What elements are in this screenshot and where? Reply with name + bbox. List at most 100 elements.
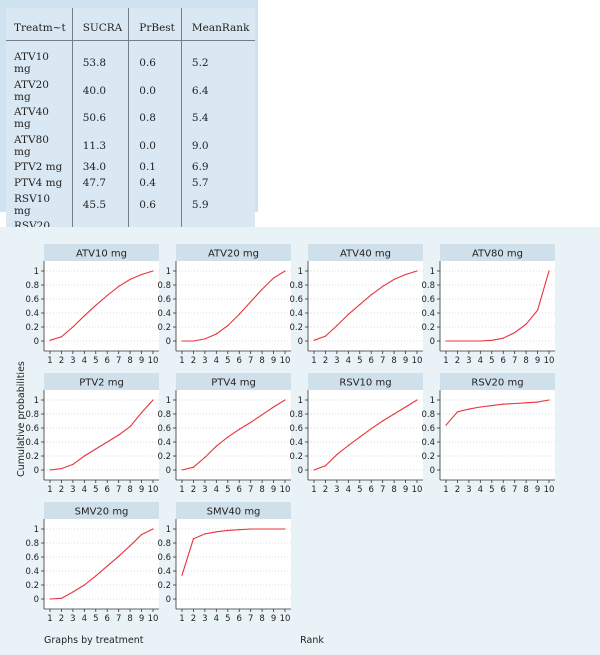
data-point xyxy=(152,399,154,401)
data-point xyxy=(192,466,195,468)
data-point xyxy=(479,340,481,342)
plot-area xyxy=(308,390,423,480)
y-tick-label: 1 xyxy=(34,525,39,535)
panel-header xyxy=(440,373,555,390)
y-tick-label: 0.4 xyxy=(157,438,171,448)
x-tick-label: 4 xyxy=(478,485,483,495)
x-tick-label: 9 xyxy=(535,356,540,366)
x-tick-label: 6 xyxy=(237,614,242,624)
x-tick-label: 6 xyxy=(105,356,110,366)
x-tick-label: 8 xyxy=(523,356,528,366)
x-tick-label: 3 xyxy=(334,356,339,366)
x-tick-label: 8 xyxy=(127,485,132,495)
data-point xyxy=(404,273,407,276)
x-tick-label: 5 xyxy=(489,356,494,366)
y-tick-label: 0 xyxy=(34,595,39,605)
x-tick-label: 9 xyxy=(403,485,408,495)
y-tick-label: 0 xyxy=(166,466,171,476)
x-tick-label: 7 xyxy=(116,614,121,624)
x-tick-label: 10 xyxy=(412,485,423,495)
y-tick-label: 0.8 xyxy=(157,410,171,420)
y-tick-label: 0.6 xyxy=(157,553,171,563)
x-tick-label: 9 xyxy=(139,614,144,624)
y-tick-label: 0.2 xyxy=(421,323,435,333)
y-tick-label: 0.8 xyxy=(25,410,39,420)
x-tick-label: 5 xyxy=(225,356,230,366)
x-tick-label: 10 xyxy=(148,356,159,366)
x-tick-label: 6 xyxy=(237,356,242,366)
col-header-meanrank: MeanRank xyxy=(181,8,256,41)
cell-treatment: ATV80 mg xyxy=(6,131,73,160)
data-point xyxy=(238,529,240,531)
cell-treatment: ATV10 mg xyxy=(6,40,73,77)
cell-treatment: PTV2 mg xyxy=(6,159,73,176)
x-tick-label: 3 xyxy=(466,356,471,366)
cumulative-probability-line xyxy=(49,528,154,600)
panel-header xyxy=(44,373,159,390)
y-tick-label: 1 xyxy=(430,396,435,406)
x-tick-label: 3 xyxy=(202,614,207,624)
x-tick-label: 4 xyxy=(214,614,219,624)
data-point xyxy=(370,428,372,430)
x-tick-label: 4 xyxy=(346,356,351,366)
col-header-treatment: Treatm~t xyxy=(6,8,73,41)
cumulative-probability-line xyxy=(49,399,154,471)
data-point xyxy=(284,399,286,401)
y-tick-label: 0.2 xyxy=(25,323,39,333)
x-tick-label: 2 xyxy=(191,485,196,495)
panel-header xyxy=(176,373,291,390)
panel-header xyxy=(176,502,291,519)
data-point xyxy=(106,565,108,567)
x-tick-label: 1 xyxy=(47,614,52,624)
y-tick-label: 0.6 xyxy=(25,424,39,434)
data-point xyxy=(72,326,74,328)
table-row: ATV80 mg 11.3 0.0 9.0 xyxy=(6,131,255,160)
cell-sucra: 50.6 xyxy=(72,104,130,132)
cumulative-probability-line xyxy=(445,399,550,426)
data-point xyxy=(525,323,527,325)
data-point xyxy=(359,436,361,438)
x-tick-label: 6 xyxy=(105,614,110,624)
x-tick-label: 2 xyxy=(455,485,460,495)
cumulative-probability-line xyxy=(313,270,418,341)
data-point xyxy=(445,424,447,426)
x-tick-label: 9 xyxy=(271,356,276,366)
data-point xyxy=(250,301,252,303)
data-point xyxy=(336,325,338,327)
x-tick-label: 2 xyxy=(191,356,196,366)
y-tick-label: 1 xyxy=(166,267,171,277)
x-tick-label: 7 xyxy=(248,614,253,624)
data-point xyxy=(468,340,470,342)
data-point xyxy=(445,340,447,342)
y-tick-label: 0.6 xyxy=(25,295,39,305)
col-header-prbest: PrBest xyxy=(128,8,182,41)
data-point xyxy=(479,406,481,408)
x-tick-label: 5 xyxy=(489,485,494,495)
table-row: ATV20 mg 40.0 0.0 6.4 xyxy=(6,76,255,105)
y-tick-label: 0.8 xyxy=(157,539,171,549)
data-point xyxy=(60,597,63,599)
panel-title: ATV20 mg xyxy=(208,249,259,260)
panel-title: ATV80 mg xyxy=(472,249,523,260)
data-point xyxy=(60,336,63,338)
y-tick-label: 1 xyxy=(430,267,435,277)
data-point xyxy=(83,455,85,457)
data-point xyxy=(192,538,195,540)
x-tick-label: 5 xyxy=(225,614,230,624)
x-tick-label: 1 xyxy=(443,485,448,495)
data-point xyxy=(261,414,263,416)
y-tick-label: 0.6 xyxy=(157,424,171,434)
x-tick-label: 4 xyxy=(82,485,87,495)
y-tick-label: 0 xyxy=(34,337,39,347)
data-point xyxy=(181,340,183,342)
data-point xyxy=(272,406,275,408)
data-point xyxy=(491,339,493,341)
data-point xyxy=(250,528,252,530)
x-tick-label: 7 xyxy=(512,356,517,366)
table-row: ATV40 mg 50.6 0.8 5.4 xyxy=(6,104,255,132)
x-tick-label: 1 xyxy=(179,485,184,495)
x-tick-label: 2 xyxy=(323,356,328,366)
